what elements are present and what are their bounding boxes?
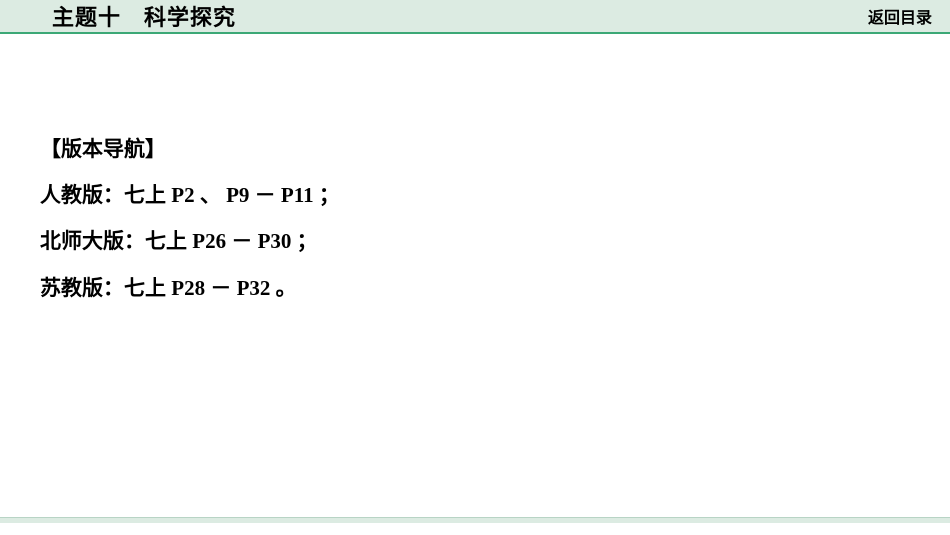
edition-prefix: 苏教版：七上: [40, 276, 171, 300]
edition-suffix: ；: [291, 229, 317, 253]
edition-line-renjiao: 人教版：七上 P2 、 P9 － P11 ；: [40, 172, 950, 218]
edition-line-beishida: 北师大版：七上 P26 － P30 ；: [40, 218, 950, 264]
edition-prefix: 人教版：七上: [40, 183, 171, 207]
content-area: 【版本导航】 人教版：七上 P2 、 P9 － P11 ； 北师大版：七上 P2…: [0, 34, 950, 311]
footer-bar: [0, 517, 950, 523]
page-title: 主题十 科学探究: [52, 0, 236, 32]
back-to-toc-link[interactable]: 返回目录: [868, 4, 932, 28]
header-bar: 主题十 科学探究 返回目录: [0, 0, 950, 34]
page-refs: P2 、 P9 － P11: [171, 183, 313, 207]
page-refs: P26 － P30: [192, 229, 291, 253]
section-heading: 【版本导航】: [40, 126, 950, 172]
edition-line-sujiao: 苏教版：七上 P28 － P32 。: [40, 265, 950, 311]
edition-suffix: ；: [314, 183, 340, 207]
edition-prefix: 北师大版：七上: [40, 229, 192, 253]
page-refs: P28 － P32: [171, 276, 270, 300]
edition-suffix: 。: [270, 276, 296, 300]
